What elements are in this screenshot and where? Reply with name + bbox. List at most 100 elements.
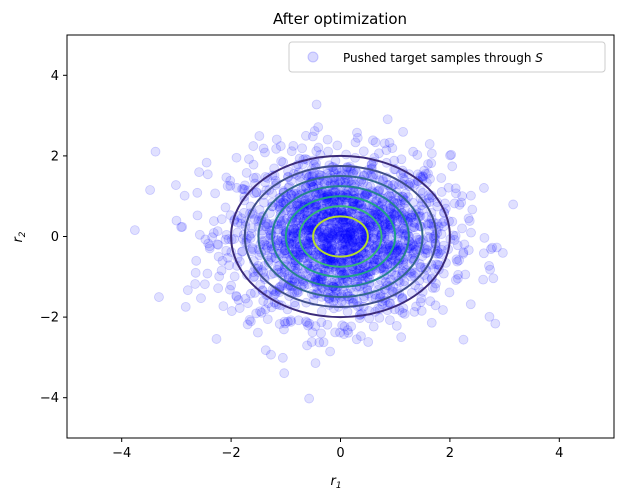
scatter-point	[389, 155, 400, 166]
scatter-point	[353, 253, 364, 264]
scatter-point	[307, 217, 318, 227]
scatter-point	[335, 190, 346, 201]
scatter-point	[333, 223, 344, 234]
scatter-point	[259, 235, 270, 246]
scatter-point	[351, 224, 362, 235]
scatter-point	[243, 298, 253, 309]
scatter-point	[335, 233, 346, 244]
scatter-point	[365, 218, 376, 228]
scatter-point	[343, 233, 353, 244]
scatter-point	[368, 221, 379, 232]
scatter-point	[364, 244, 375, 255]
scatter-point	[408, 247, 419, 258]
scatter-point	[424, 193, 435, 204]
scatter-point	[337, 239, 348, 250]
scatter-point	[349, 230, 359, 241]
scatter-point	[491, 242, 502, 253]
scatter-point	[385, 203, 396, 213]
scatter-point	[379, 253, 390, 264]
scatter-point	[263, 218, 274, 229]
scatter-point	[315, 232, 325, 243]
scatter-point	[375, 206, 386, 217]
scatter-point	[338, 245, 349, 255]
scatter-point	[279, 368, 290, 379]
scatter-point	[340, 230, 351, 240]
scatter-point	[410, 280, 421, 291]
scatter-point	[266, 349, 276, 360]
scatter-point	[353, 227, 364, 237]
scatter-point	[145, 185, 155, 195]
scatter-point	[249, 271, 260, 282]
scatter-point	[458, 247, 469, 258]
scatter-point	[303, 215, 314, 226]
scatter-point	[408, 241, 419, 252]
scatter-point	[339, 228, 350, 239]
scatter-point	[377, 185, 388, 196]
scatter-point	[424, 225, 435, 236]
scatter-point	[348, 227, 359, 238]
scatter-point	[377, 250, 388, 261]
scatter-point	[224, 284, 235, 295]
scatter-point	[356, 246, 367, 257]
scatter-point	[380, 244, 391, 255]
scatter-point	[289, 232, 299, 243]
scatter-point	[302, 246, 313, 257]
scatter-point	[260, 304, 271, 315]
scatter-point	[213, 283, 224, 294]
scatter-point	[377, 215, 388, 226]
scatter-point	[431, 259, 441, 270]
scatter-point	[328, 230, 338, 241]
scatter-point	[394, 255, 404, 266]
scatter-point	[208, 228, 219, 238]
scatter-point	[336, 255, 347, 265]
scatter-point	[374, 312, 385, 323]
scatter-point	[251, 172, 262, 183]
scatter-point	[203, 238, 214, 249]
scatter-point	[332, 140, 343, 151]
scatter-point	[345, 230, 356, 241]
scatter-point	[279, 248, 290, 259]
scatter-point	[383, 239, 394, 250]
scatter-point	[229, 271, 240, 282]
scatter-point	[154, 292, 164, 302]
scatter-point	[449, 198, 460, 209]
scatter-point	[290, 260, 300, 271]
scatter-point	[345, 226, 355, 237]
scatter-point	[391, 320, 402, 331]
scatter-point	[333, 227, 344, 237]
scatter-point	[429, 264, 440, 274]
scatter-point	[436, 173, 447, 183]
scatter-point	[303, 210, 313, 221]
scatter-point	[394, 191, 405, 202]
scatter-point	[273, 238, 284, 249]
y-tick-label: 0	[51, 230, 59, 245]
scatter-point	[301, 130, 311, 141]
scatter-point	[279, 267, 290, 278]
scatter-point	[398, 228, 408, 239]
scatter-point	[335, 327, 345, 338]
x-tick-label: 4	[555, 446, 563, 461]
scatter-point	[234, 303, 245, 313]
scatter-point	[387, 254, 397, 265]
scatter-point	[207, 232, 218, 243]
scatter-point	[211, 334, 222, 344]
scatter-point	[274, 193, 285, 203]
scatter-point	[325, 230, 335, 241]
scatter-point	[331, 234, 342, 244]
scatter-point	[350, 137, 361, 148]
scatter-point	[269, 268, 279, 279]
scatter-point	[451, 254, 462, 265]
scatter-point	[368, 204, 378, 215]
scatter-point	[286, 315, 296, 326]
scatter-point	[415, 262, 426, 272]
scatter-point	[411, 301, 421, 312]
scatter-point	[318, 224, 329, 235]
scatter-point	[309, 260, 320, 271]
scatter-point	[293, 250, 304, 261]
scatter-point	[288, 231, 299, 241]
scatter-point	[325, 236, 336, 247]
scatter-point	[201, 157, 212, 168]
scatter-point	[328, 244, 339, 254]
scatter-point	[362, 272, 373, 283]
scatter-point	[350, 220, 360, 231]
